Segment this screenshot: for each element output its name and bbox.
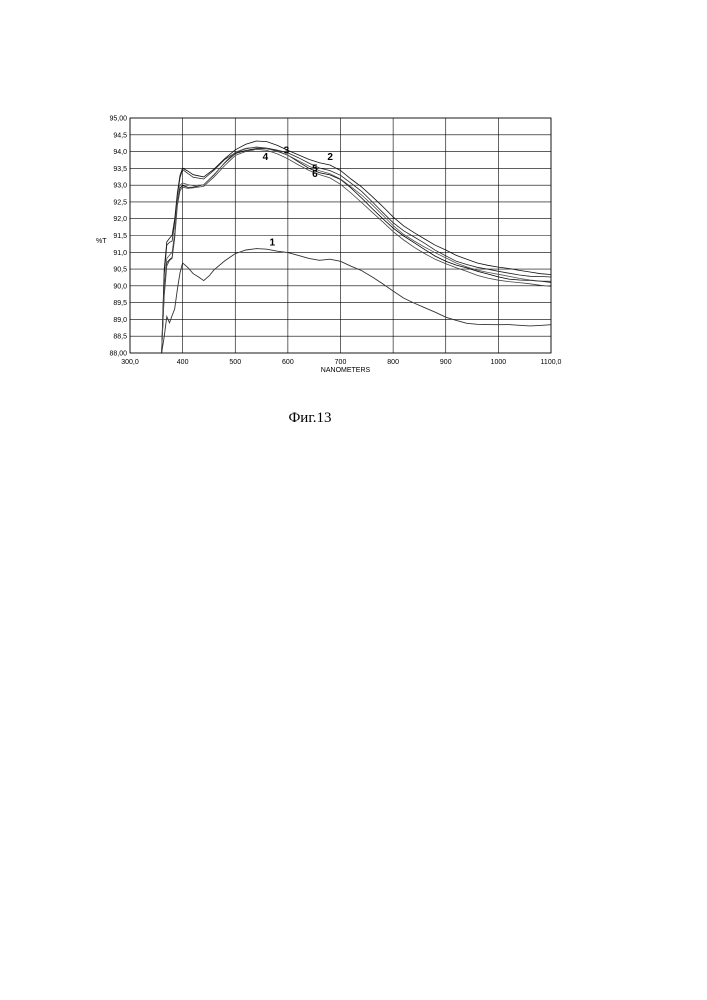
y-tick-label: 92,0 bbox=[113, 216, 127, 223]
x-tick-label: 400 bbox=[177, 359, 189, 366]
y-tick-label: 90,5 bbox=[113, 267, 127, 274]
curve-label-2: 2 bbox=[327, 152, 333, 163]
series-line-unlabeled bbox=[162, 147, 551, 353]
x-axis-title: NANOMETERS bbox=[321, 367, 371, 374]
curve-label-3: 3 bbox=[284, 145, 290, 156]
curve-label-4: 4 bbox=[263, 152, 269, 163]
y-tick-label: 94,0 bbox=[113, 149, 127, 156]
y-tick-label: 88,00 bbox=[109, 351, 127, 358]
x-tick-label: 700 bbox=[335, 359, 347, 366]
series-line-1 bbox=[162, 249, 551, 353]
curve-label-6: 6 bbox=[312, 169, 318, 180]
x-tick-labels: 300,0 400 500 600 700 800 900 1000 1100,0 bbox=[121, 359, 561, 366]
y-tick-label: 93,5 bbox=[113, 166, 127, 173]
y-tick-label: 91,0 bbox=[113, 250, 127, 257]
y-axis-title: %T bbox=[96, 238, 107, 245]
x-tick-label: 500 bbox=[229, 359, 241, 366]
y-tick-label: 93,0 bbox=[113, 183, 127, 190]
y-tick-label: 92,5 bbox=[113, 199, 127, 206]
y-tick-labels: 88,00 88,5 89,0 89,5 90,0 90,5 91,0 91,5 92,0 92,… bbox=[109, 116, 127, 358]
grid-lines bbox=[130, 118, 551, 353]
x-tick-label: 300,0 bbox=[121, 359, 139, 366]
y-tick-label: 94,5 bbox=[113, 132, 127, 139]
figure-caption: Фиг.13 bbox=[260, 410, 360, 427]
series-line-2 bbox=[162, 141, 551, 354]
x-tick-label: 900 bbox=[440, 359, 452, 366]
y-tick-label: 89,5 bbox=[113, 300, 127, 307]
y-tick-label: 91,5 bbox=[113, 233, 127, 240]
x-tick-label: 600 bbox=[282, 359, 294, 366]
series-line-3 bbox=[162, 147, 551, 353]
series-line-5 bbox=[162, 149, 551, 353]
series-lines bbox=[162, 141, 551, 354]
y-tick-label: 88,5 bbox=[113, 334, 127, 341]
y-tick-label: 95,00 bbox=[109, 116, 127, 123]
curve-label-1: 1 bbox=[269, 238, 275, 249]
y-tick-label: 89,0 bbox=[113, 317, 127, 324]
x-tick-label: 1000 bbox=[491, 359, 507, 366]
y-tick-label: 90,0 bbox=[113, 283, 127, 290]
x-tick-label: 800 bbox=[387, 359, 399, 366]
series-line-4 bbox=[162, 149, 551, 353]
x-tick-label: 1100,0 bbox=[541, 359, 562, 366]
